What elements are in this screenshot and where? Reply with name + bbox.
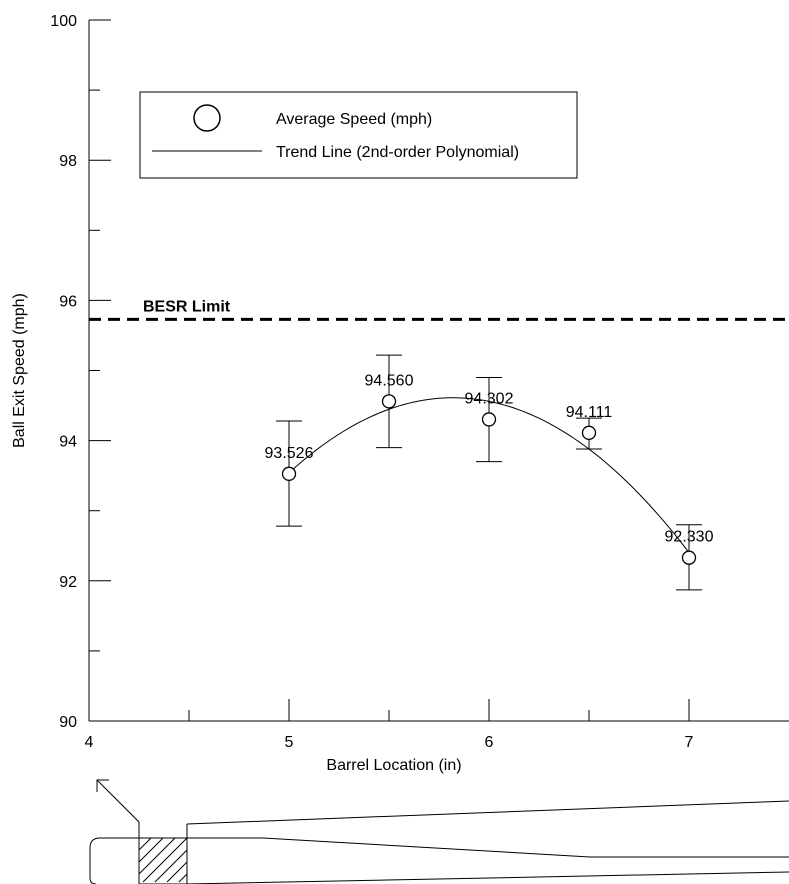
data-points-group — [281, 394, 697, 565]
data-point — [381, 394, 397, 409]
bat-barrel-diagram — [89, 779, 789, 884]
data-label: 93.526 — [265, 445, 314, 462]
x-tick-label: 6 — [485, 734, 494, 751]
besr-limit-group: BESR Limit — [89, 298, 789, 321]
legend-entry-average-speed: Average Speed (mph) — [276, 111, 432, 128]
bat-location-arrow-shaft — [96, 779, 140, 823]
data-labels-group: 93.526 94.560 94.302 94.111 92.330 — [265, 372, 714, 545]
x-tick-label: 4 — [85, 734, 94, 751]
y-axis-label: Ball Exit Speed (mph) — [11, 293, 28, 448]
data-point — [281, 466, 297, 481]
y-tick-label: 98 — [59, 153, 77, 170]
x-tick-label: 5 — [285, 734, 294, 751]
x-tick-label: 7 — [685, 734, 694, 751]
y-tick-label: 94 — [59, 434, 77, 451]
data-label: 94.560 — [365, 372, 414, 389]
axes-group: Barrel Location (in) Ball Exit Speed (mph… — [11, 20, 789, 774]
data-point — [581, 425, 597, 440]
legend-entry-trend-line: Trend Line (2nd-order Polynomial) — [276, 144, 519, 161]
data-label: 94.111 — [566, 404, 613, 421]
bat-hatched-region — [138, 837, 188, 884]
bat-location-arrow-icon — [96, 779, 109, 792]
besr-limit-label: BESR Limit — [143, 298, 231, 315]
legend-marker-circle-icon — [193, 104, 221, 132]
bat-inner-top-profile — [187, 837, 789, 858]
y-tick-label: 92 — [59, 574, 77, 591]
legend: Average Speed (mph) Trend Line (2nd-orde… — [139, 91, 578, 179]
ticks-group: 90 92 94 96 98 100 4 5 6 7 — [50, 13, 693, 751]
bat-bottom-profile — [186, 871, 789, 884]
y-tick-label: 90 — [59, 714, 77, 731]
error-bars-group — [276, 354, 702, 591]
bat-top-profile — [186, 800, 789, 825]
bat-hatch-lines — [138, 837, 188, 883]
data-point — [681, 550, 697, 565]
data-label: 92.330 — [665, 529, 714, 546]
bat-knob-outline — [89, 837, 139, 884]
x-axis-label: Barrel Location (in) — [326, 757, 461, 774]
y-tick-label: 100 — [50, 13, 77, 30]
y-tick-label: 96 — [59, 293, 77, 310]
data-point — [481, 412, 497, 427]
data-label: 94.302 — [465, 390, 514, 407]
